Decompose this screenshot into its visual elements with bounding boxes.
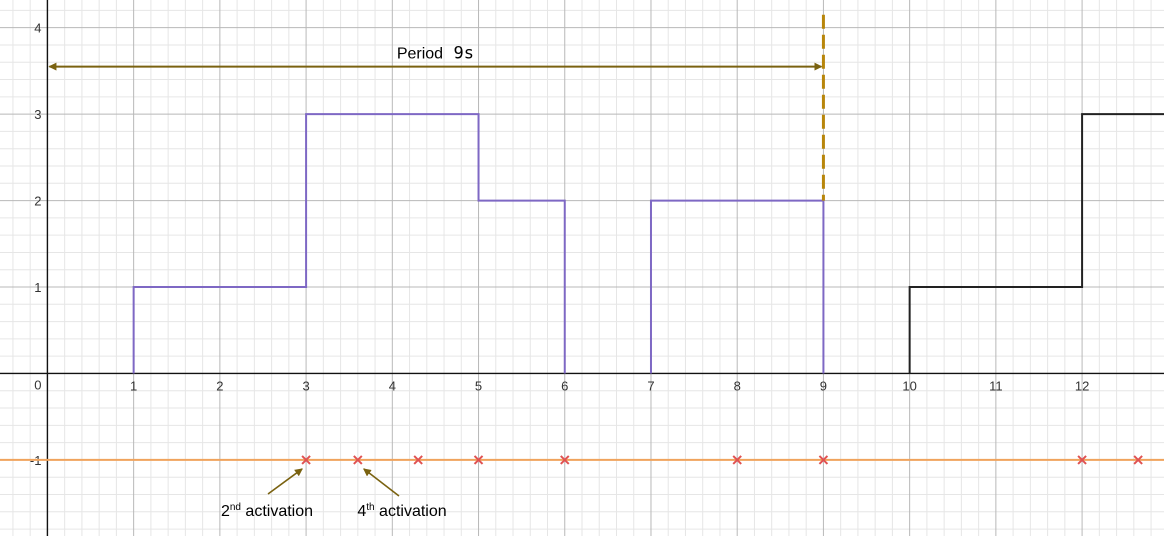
activation-marker-stroke [1077,455,1087,465]
x-tick-label: 11 [989,378,1003,393]
period-annotation: Period 9s [397,44,474,64]
step-line [649,199,825,374]
activation-marker [413,455,423,465]
activation-4-annotation: 4th activation [357,502,446,520]
x-tick-label: 8 [734,378,741,393]
activation-marker-stroke [1133,455,1143,465]
activation-4-text: activation [375,503,447,520]
y-tick-label: 4 [34,21,41,36]
activation-marker [560,455,570,465]
x-tick-label: 5 [475,378,482,393]
origin-label: 0 [34,377,41,392]
step-line [132,113,566,374]
activation-marker-stroke [732,455,742,465]
activation-2-ordinal: 2 [221,503,230,520]
x-tick-label: 6 [561,378,568,393]
activation-marker-stroke [413,455,423,465]
period-label: Period [397,46,443,63]
x-tick-label: 2 [216,378,223,393]
activation-marker [1133,455,1143,465]
x-tick-label: 3 [302,378,309,393]
y-tick-label: 1 [34,280,41,295]
y-tick-label: 2 [34,194,41,209]
activation-marker-stroke [353,455,363,465]
activation-marker-stroke [301,455,311,465]
x-tick-label: 10 [902,378,916,393]
x-tick-label: 12 [1075,378,1089,393]
activation-marker [1077,455,1087,465]
activation-2-suffix: nd [230,502,241,513]
activation-marker-stroke [818,455,829,465]
activation-marker [301,455,311,465]
activation-marker [473,455,484,465]
annotation-layer: Period 9s 2nd activation 4th activation [48,44,823,520]
activation-marker [353,455,363,465]
x-tick-label: 7 [647,378,654,393]
activation-2-text: activation [241,503,313,520]
y-tick-label: 3 [34,107,41,122]
x-tick-label: 1 [130,378,137,393]
activation-4-suffix: th [366,502,374,513]
series-layer [0,14,1164,465]
activation-marker-stroke [560,455,570,465]
activation-2-annotation: 2nd activation [221,502,313,520]
activation-marker [732,455,742,465]
activation-marker-stroke [473,455,484,465]
period-value: 9s [454,44,474,64]
step-line [908,113,1164,374]
activation-marker [818,455,829,465]
x-tick-label: 9 [820,378,827,393]
activation-2-arrow [267,468,303,495]
activation-4-arrow [363,468,400,497]
activation-4-ordinal: 4 [357,503,366,520]
x-tick-label: 4 [389,378,396,393]
